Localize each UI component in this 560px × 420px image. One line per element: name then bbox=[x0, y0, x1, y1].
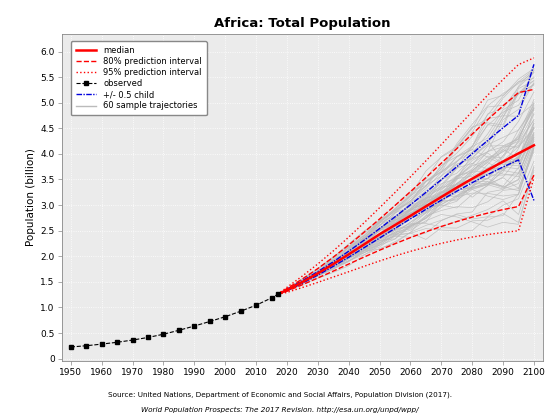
Legend: median, 80% prediction interval, 95% prediction interval, observed, +/- 0.5 chil: median, 80% prediction interval, 95% pre… bbox=[71, 41, 207, 116]
Y-axis label: Population (billion): Population (billion) bbox=[26, 148, 36, 247]
Text: World Population Prospects: The 2017 Revision. http://esa.un.org/unpd/wpp/: World Population Prospects: The 2017 Rev… bbox=[141, 407, 419, 412]
Text: Source: United Nations, Department of Economic and Social Affairs, Population Di: Source: United Nations, Department of Ec… bbox=[108, 392, 452, 399]
Title: Africa: Total Population: Africa: Total Population bbox=[214, 17, 391, 30]
